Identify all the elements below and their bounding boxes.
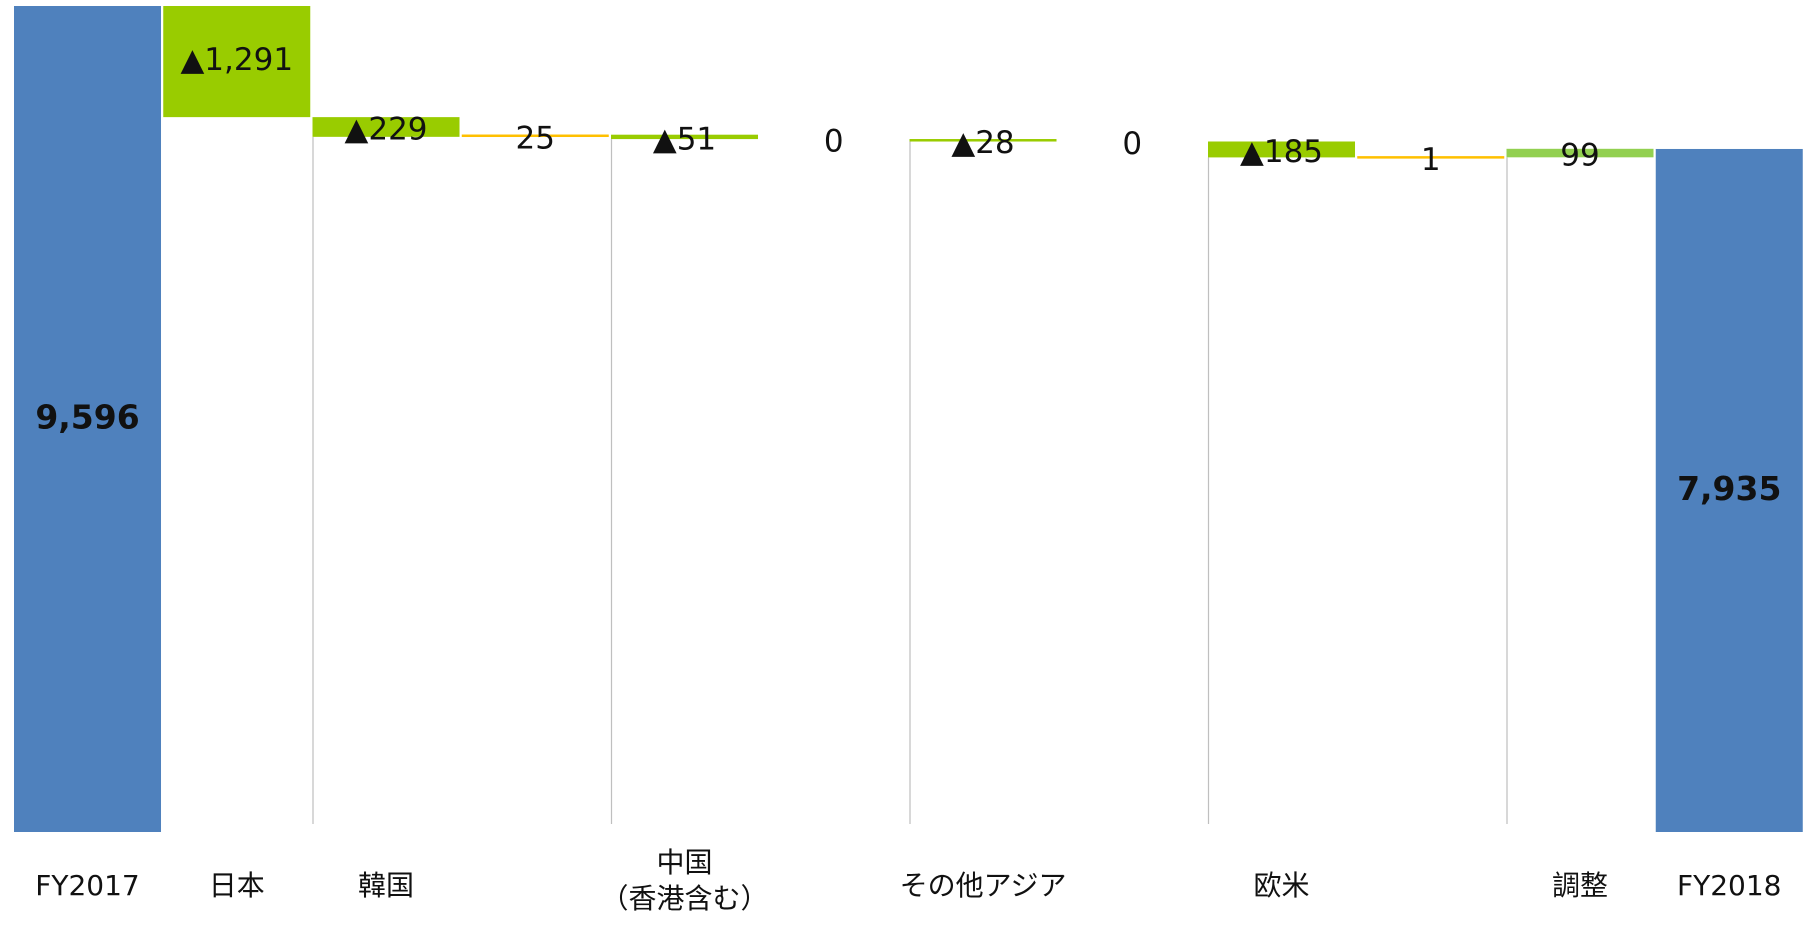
- data-label-4: ▲51: [653, 121, 716, 157]
- bar-0: [14, 6, 162, 832]
- data-label-3: 25: [516, 120, 555, 156]
- bar-1: [163, 6, 311, 118]
- connector-lines: [312, 136, 1508, 824]
- category-label-8: 欧米: [1254, 869, 1310, 902]
- category-label-0: FY2017: [35, 869, 139, 902]
- bar-3: [461, 134, 609, 138]
- category-label-4: 中国（香港含む）: [601, 846, 769, 915]
- category-label-1: 日本: [209, 869, 265, 902]
- data-label-6: ▲28: [951, 125, 1014, 161]
- data-label-7: 0: [1122, 126, 1142, 162]
- bar-6: [909, 139, 1057, 142]
- data-label-1: ▲1,291: [180, 42, 293, 78]
- category-label-11: FY2018: [1677, 869, 1781, 902]
- category-label-6: その他アジア: [900, 869, 1067, 902]
- data-label-9: 1: [1421, 142, 1441, 178]
- category-label-group: FY2017 日本 韓国 中国（香港含む） その他アジア 欧米 調整 FY2018: [35, 846, 1781, 915]
- data-label-0: 9,596: [35, 398, 139, 437]
- bar-9: [1357, 156, 1505, 159]
- data-label-group: 9,596 ▲1,291 ▲229 25 ▲51 0 ▲28 0 ▲185 1 99 7,935: [35, 42, 1781, 508]
- category-label-10: 調整: [1552, 869, 1608, 902]
- bar-10: [1506, 148, 1654, 158]
- data-label-8: ▲185: [1240, 134, 1323, 170]
- bar-4: [611, 134, 759, 140]
- data-label-10: 99: [1560, 138, 1599, 174]
- category-label-2: 韓国: [358, 869, 414, 902]
- data-label-5: 0: [824, 124, 844, 160]
- bar-11: [1655, 148, 1803, 833]
- bar-2: [312, 117, 460, 137]
- data-label-11: 7,935: [1677, 469, 1781, 508]
- bar-group: [14, 6, 1803, 833]
- data-label-2: ▲229: [345, 111, 428, 147]
- bar-8: [1208, 141, 1356, 158]
